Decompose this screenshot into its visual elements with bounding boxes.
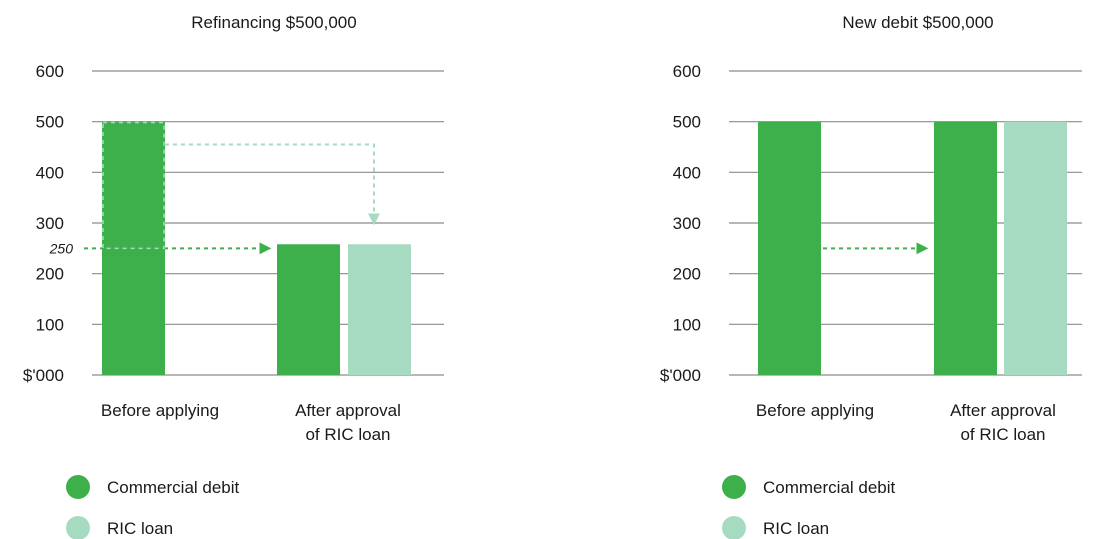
- dashed-bar-outline: [102, 121, 165, 250]
- legend-swatch: [722, 516, 746, 539]
- bar-commercial-debit-1: [758, 121, 821, 376]
- y-tick-label: 500: [36, 113, 64, 132]
- chart-title: Refinancing $500,000: [191, 13, 356, 32]
- y-tick-label: 400: [36, 163, 64, 182]
- legend-swatch: [722, 475, 746, 499]
- legend-label: Commercial debit: [107, 478, 240, 497]
- y-tick-label: 300: [673, 214, 701, 233]
- bar-commercial-debit-2: [277, 244, 340, 375]
- y-tick-label: $'000: [660, 366, 701, 385]
- annotation-label: 250: [49, 240, 74, 256]
- bar-commercial-debit-2: [934, 121, 997, 376]
- y-tick-label: 400: [673, 163, 701, 182]
- y-tick-label: 100: [673, 315, 701, 334]
- legend-label: RIC loan: [107, 519, 173, 538]
- legend-swatch: [66, 516, 90, 539]
- y-tick-label: 600: [36, 62, 64, 81]
- legend-label: RIC loan: [763, 519, 829, 538]
- x-category-label: of RIC loan: [305, 425, 390, 444]
- x-category-label: After approval: [295, 401, 401, 420]
- x-category-label: Before applying: [101, 401, 219, 420]
- legend-label: Commercial debit: [763, 478, 896, 497]
- y-tick-label: $'000: [23, 366, 64, 385]
- y-tick-label: 100: [36, 315, 64, 334]
- y-tick-label: 200: [673, 265, 701, 284]
- chart-panel-1: Refinancing $500,000 $'000 100 200 300 400 500…: [23, 13, 444, 539]
- y-tick-label: 600: [673, 62, 701, 81]
- y-tick-label: 500: [673, 113, 701, 132]
- y-tick-label: 200: [36, 265, 64, 284]
- x-category-label: After approval: [950, 401, 1056, 420]
- chart-title: New debit $500,000: [842, 13, 993, 32]
- bar-ric-loan-2: [1004, 121, 1067, 376]
- y-tick-label: 300: [36, 214, 64, 233]
- dashed-arrow-ric: [165, 143, 380, 226]
- legend-swatch: [66, 475, 90, 499]
- bar-ric-loan-2: [348, 244, 411, 375]
- x-category-label: of RIC loan: [960, 425, 1045, 444]
- x-category-label: Before applying: [756, 401, 874, 420]
- chart-panel-2: New debit $500,000 $'000 100 200 300 400 500 60…: [660, 13, 1082, 539]
